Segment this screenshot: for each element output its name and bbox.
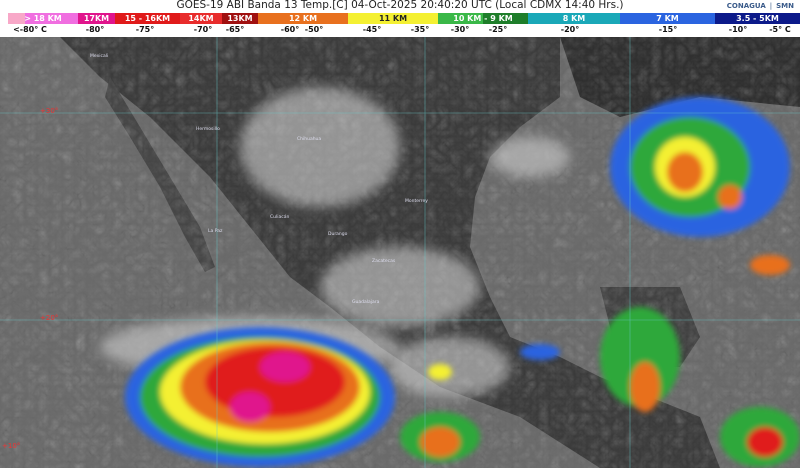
- city-label: La Paz: [208, 229, 223, 234]
- temperature-tick: -25°: [488, 25, 508, 34]
- temperature-scale: <-80° C -80° -75° -70° -65° -60° -50° -45° -35° -…: [0, 25, 800, 36]
- temperature-tick: -10°: [728, 25, 748, 34]
- latitude-label: +10°: [2, 442, 21, 450]
- temperature-tick: -30°: [450, 25, 470, 34]
- city-label: Monterrey: [405, 199, 428, 204]
- legend-segment: 14KM: [180, 13, 222, 24]
- legend-segment: > 18 KM: [8, 13, 78, 24]
- latitude-label: +30°: [40, 107, 59, 115]
- temperature-tick: -80°: [85, 25, 105, 34]
- temperature-tick: -45°: [362, 25, 382, 34]
- temperature-tick: -70°: [193, 25, 213, 34]
- agency-logos: CONAGUA | SMN: [726, 2, 794, 10]
- city-label: Hermosillo: [196, 127, 220, 132]
- city-label: Mexicali: [90, 54, 109, 59]
- legend-segment: 3.5 - 5KM: [715, 13, 800, 24]
- image-title: GOES-19 ABI Banda 13 Temp.[C] 04-Oct-202…: [176, 0, 624, 11]
- graticule: [0, 37, 800, 468]
- city-label: Culiacán: [270, 215, 290, 220]
- legend-segment: 10 KM - 9 KM: [438, 13, 528, 24]
- smn-logo: SMN: [776, 2, 794, 10]
- city-label: Durango: [328, 232, 348, 237]
- legend-segment: 8 KM: [528, 13, 620, 24]
- temperature-tick: -75°: [135, 25, 155, 34]
- satellite-map: +30° +20° +10° Mexicali Hermosillo Chihu…: [0, 37, 800, 468]
- temperature-tick: -50°: [304, 25, 324, 34]
- temperature-tick: -20°: [560, 25, 580, 34]
- header: GOES-19 ABI Banda 13 Temp.[C] 04-Oct-202…: [0, 0, 800, 37]
- legend-segment: 12 KM: [258, 13, 348, 24]
- temperature-tick: -60°: [280, 25, 300, 34]
- legend-segment: 17KM: [78, 13, 115, 24]
- temperature-tick: -5° C: [769, 25, 791, 34]
- legend-segment: 15 - 16KM: [115, 13, 180, 24]
- temperature-tick: -65°: [225, 25, 245, 34]
- temperature-tick: -35°: [410, 25, 430, 34]
- conagua-logo: CONAGUA: [726, 2, 766, 10]
- latitude-label: +20°: [40, 314, 59, 322]
- temperature-tick: -15°: [658, 25, 678, 34]
- city-label: Zacatecas: [372, 259, 396, 264]
- cloud-top-height-legend: > 18 KM 17KM 15 - 16KM 14KM 13KM 12 KM 11 KM 10…: [8, 13, 800, 24]
- satellite-image: [0, 37, 800, 468]
- legend-segment: 7 KM: [620, 13, 715, 24]
- city-label: Guadalajara: [352, 300, 380, 305]
- city-label: Chihuahua: [297, 137, 322, 142]
- temperature-tick: <-80° C: [13, 25, 47, 34]
- convective-clouds: [125, 97, 800, 467]
- legend-segment: 13KM: [222, 13, 258, 24]
- legend-segment: 11 KM: [348, 13, 438, 24]
